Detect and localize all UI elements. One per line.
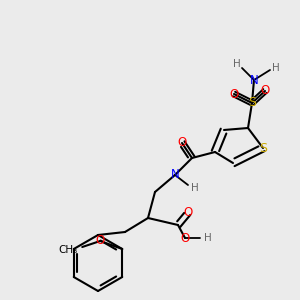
Text: H: H xyxy=(191,183,199,193)
Text: O: O xyxy=(260,85,270,98)
Text: O: O xyxy=(180,232,190,244)
Text: H: H xyxy=(204,233,212,243)
Text: CH₃: CH₃ xyxy=(58,245,78,255)
Text: N: N xyxy=(250,74,258,86)
Text: O: O xyxy=(230,88,238,100)
Text: H: H xyxy=(233,59,241,69)
Text: O: O xyxy=(177,136,187,149)
Text: S: S xyxy=(248,97,256,110)
Text: H: H xyxy=(272,63,280,73)
Text: O: O xyxy=(96,235,105,248)
Text: N: N xyxy=(171,169,179,182)
Text: S: S xyxy=(259,142,267,154)
Text: O: O xyxy=(183,206,193,220)
